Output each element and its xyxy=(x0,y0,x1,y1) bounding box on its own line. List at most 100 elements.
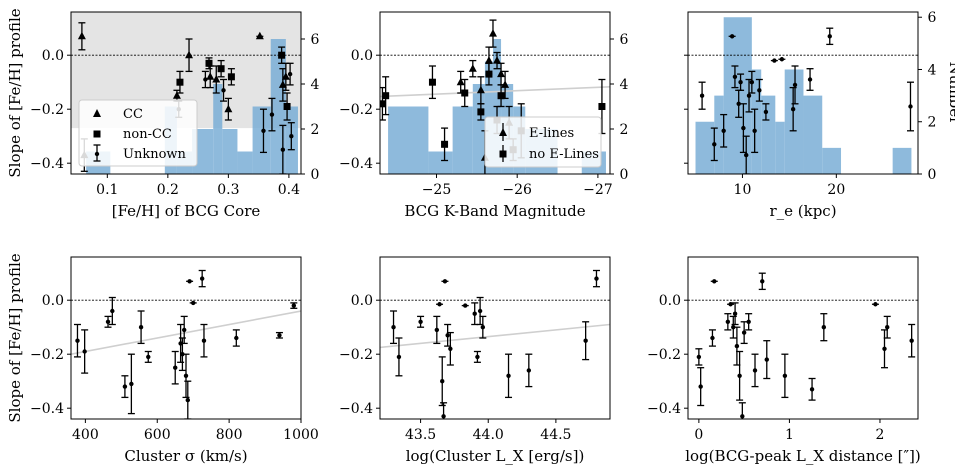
legend-box xyxy=(484,116,602,168)
right-tick-label: 4 xyxy=(620,77,629,93)
histogram-bar xyxy=(428,151,453,174)
plot-area xyxy=(688,272,918,419)
x-axis-label: r_e (kpc) xyxy=(769,202,836,220)
y-tick-label: 0.0 xyxy=(351,48,373,64)
histogram-bar xyxy=(222,129,238,174)
data-point-square xyxy=(278,51,286,59)
data-point xyxy=(269,112,275,117)
data-point xyxy=(909,338,914,343)
y-tick-label: −0.4 xyxy=(30,156,64,172)
x-axis-label: BCG K-Band Magnitude xyxy=(404,202,585,220)
x-tick-label: −26 xyxy=(502,182,532,198)
data-point xyxy=(710,335,715,341)
data-point xyxy=(289,134,294,139)
data-point-square xyxy=(227,73,235,81)
y-tick-label: −0.2 xyxy=(30,102,64,118)
data-point xyxy=(752,368,758,373)
x-tick-label: 1 xyxy=(785,427,794,443)
data-point xyxy=(463,303,468,308)
y-tick-label: −0.4 xyxy=(339,401,373,417)
data-point xyxy=(908,104,913,109)
y-tick-label: −0.2 xyxy=(339,102,373,118)
data-point xyxy=(185,397,190,403)
chart-panel-5: 43.5 44.0 44.5 −0.4 −0.2 0.0 log(Cluster L_X [… xyxy=(339,256,611,465)
data-point xyxy=(809,387,815,392)
data-point xyxy=(440,379,445,384)
data-point xyxy=(234,335,239,341)
data-point-triangle xyxy=(456,77,465,86)
data-point xyxy=(729,34,735,39)
right-tick-label: 4 xyxy=(928,62,937,78)
data-point xyxy=(203,77,208,82)
data-point xyxy=(738,80,743,85)
y-tick-label: −0.2 xyxy=(647,347,681,363)
chart-panel-2: 0 2 4 6 −25 −26 −27 −0.4 −0.2 0.0 BCG K-Band Magni… xyxy=(339,11,629,220)
histogram-bar xyxy=(452,106,473,174)
data-point-triangle xyxy=(493,56,502,64)
data-point xyxy=(885,325,890,330)
histogram-bar xyxy=(803,95,823,174)
fit-line xyxy=(380,85,610,98)
data-point xyxy=(732,74,738,80)
x-tick-label: 0.1 xyxy=(96,182,118,198)
x-axis-label: log(BCG-peak L_X distance [″]) xyxy=(685,447,921,465)
x-axis-label: [Fe/H] of BCG Core xyxy=(112,202,261,220)
data-point xyxy=(280,147,286,152)
right-tick-label: 0 xyxy=(928,167,937,183)
histogram-bar xyxy=(472,84,485,174)
data-point xyxy=(442,279,448,284)
data-point xyxy=(173,365,178,370)
data-point xyxy=(732,311,738,316)
plot-area xyxy=(380,269,610,419)
data-point-triangle xyxy=(224,104,233,113)
data-point xyxy=(418,319,423,324)
histogram-bar xyxy=(822,147,842,174)
data-point-triangle xyxy=(255,31,264,40)
y-tick-label: 0.0 xyxy=(42,293,64,309)
legend-label: Unknown xyxy=(123,147,187,162)
data-point-square xyxy=(497,92,505,100)
x-tick-label: 0 xyxy=(694,427,703,443)
data-point xyxy=(122,384,128,389)
histogram-bar xyxy=(695,121,715,174)
x-tick-label: 20 xyxy=(827,182,845,198)
data-point xyxy=(477,308,483,314)
data-point xyxy=(712,279,717,284)
right-tick-label: 2 xyxy=(928,115,937,131)
data-point xyxy=(807,77,813,82)
data-point xyxy=(180,352,185,357)
data-point-triangle xyxy=(488,29,497,37)
chart-panel-1: 0 2 4 6 0.1 0.2 0.3 0.4 −0.4 −0.2 0.0 [Fe/H] of BCG… xyxy=(6,8,320,220)
legend-label: no E-Lines xyxy=(529,147,599,162)
x-tick-label: 43.5 xyxy=(405,427,436,443)
legend-marker-dot xyxy=(94,151,100,157)
data-point xyxy=(873,302,878,307)
data-point xyxy=(391,325,396,330)
data-point xyxy=(741,125,746,131)
data-point-triangle xyxy=(497,69,506,78)
data-point xyxy=(82,349,87,354)
x-tick-label: 600 xyxy=(144,427,171,443)
legend: CC non-CC Unknown xyxy=(78,99,198,167)
data-point-triangle xyxy=(476,85,485,94)
axes-frame xyxy=(687,11,919,175)
data-point xyxy=(699,93,705,98)
data-point xyxy=(757,88,762,93)
data-point xyxy=(221,88,226,93)
legend-label: non-CC xyxy=(123,127,172,142)
axes-frame xyxy=(70,256,302,420)
y-tick-label: 0.0 xyxy=(351,293,373,309)
axes-frame xyxy=(379,256,611,420)
data-point xyxy=(712,142,717,147)
data-point-square xyxy=(441,140,449,148)
data-point xyxy=(110,308,115,314)
data-point xyxy=(291,303,297,308)
data-point xyxy=(764,357,769,362)
data-point xyxy=(583,338,588,343)
data-point-square xyxy=(382,92,390,100)
data-point xyxy=(261,128,266,133)
right-tick-label: 6 xyxy=(311,32,320,48)
data-point-square xyxy=(477,108,485,116)
y-tick-label: −0.4 xyxy=(647,401,681,417)
